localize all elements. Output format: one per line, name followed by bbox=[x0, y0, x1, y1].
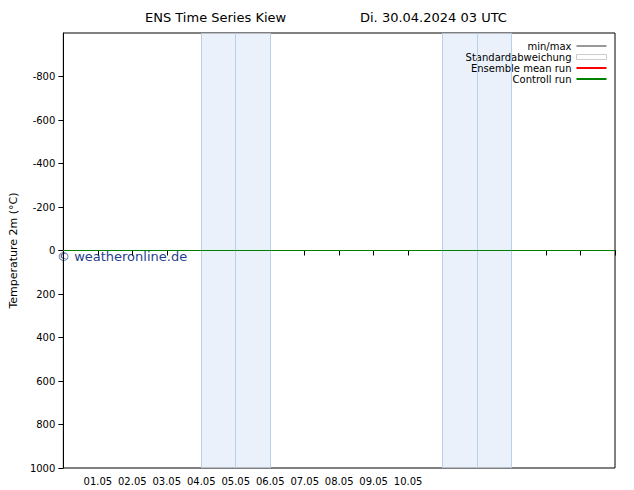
svg-text:-400: -400 bbox=[33, 158, 56, 169]
svg-text:07.05: 07.05 bbox=[290, 476, 319, 487]
svg-text:09.05: 09.05 bbox=[359, 476, 388, 487]
svg-text:-200: -200 bbox=[33, 202, 56, 213]
svg-text:1000: 1000 bbox=[30, 463, 55, 474]
svg-text:800: 800 bbox=[36, 419, 55, 430]
svg-text:06.05: 06.05 bbox=[256, 476, 285, 487]
svg-text:min/max: min/max bbox=[527, 41, 571, 52]
svg-text:04.05: 04.05 bbox=[187, 476, 216, 487]
svg-text:01.05: 01.05 bbox=[84, 476, 113, 487]
svg-text:-800: -800 bbox=[33, 71, 56, 82]
svg-text:Temperature 2m (°C): Temperature 2m (°C) bbox=[7, 192, 20, 309]
svg-text:-600: -600 bbox=[33, 115, 56, 126]
svg-text:Ensemble mean run: Ensemble mean run bbox=[471, 63, 572, 74]
svg-text:03.05: 03.05 bbox=[152, 476, 181, 487]
svg-text:05.05: 05.05 bbox=[221, 476, 250, 487]
svg-text:600: 600 bbox=[36, 376, 55, 387]
svg-text:© weatheronline.de: © weatheronline.de bbox=[57, 249, 187, 264]
svg-text:Standardabweichung: Standardabweichung bbox=[466, 52, 572, 63]
svg-text:200: 200 bbox=[36, 289, 55, 300]
svg-text:Controll run: Controll run bbox=[513, 74, 572, 85]
svg-text:10.05: 10.05 bbox=[394, 476, 423, 487]
svg-text:0: 0 bbox=[49, 245, 55, 256]
svg-text:02.05: 02.05 bbox=[118, 476, 147, 487]
svg-text:Di. 30.04.2024 03 UTC: Di. 30.04.2024 03 UTC bbox=[360, 10, 507, 25]
svg-text:08.05: 08.05 bbox=[325, 476, 354, 487]
svg-text:ENS Time Series Kiew: ENS Time Series Kiew bbox=[145, 10, 287, 25]
svg-text:400: 400 bbox=[36, 332, 55, 343]
